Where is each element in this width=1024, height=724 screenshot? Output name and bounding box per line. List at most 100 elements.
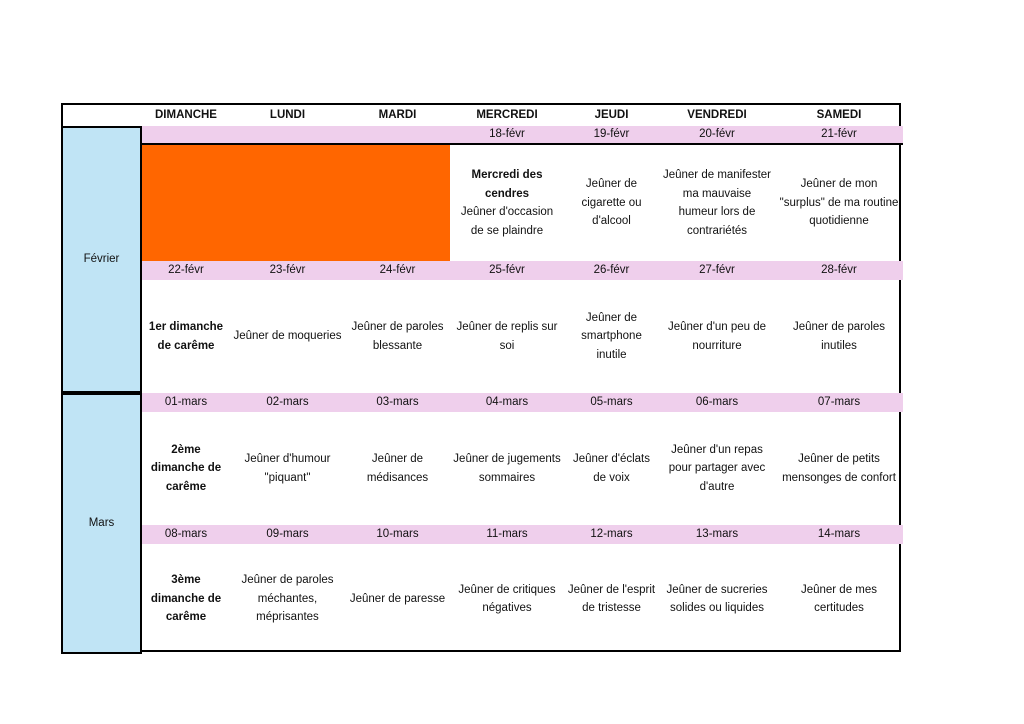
fast-text: Jeûner d'humour "piquant" xyxy=(244,453,331,484)
month-label: Mars xyxy=(61,393,142,654)
date-cell: 11-mars xyxy=(450,525,564,544)
day-cell: Jeûner de médisances xyxy=(345,412,450,525)
fast-text: Jeûner de manifester ma mauvaise humeur … xyxy=(662,169,772,237)
day-cell-content: Jeûner d'humour "piquant" xyxy=(233,450,342,487)
day-cell: Jeûner de manifester ma mauvaise humeur … xyxy=(659,145,775,261)
day-cell: Jeûner de replis sur soi xyxy=(450,280,564,393)
day-cell-content: Mercredi des cendres Jeûner d'occasion de… xyxy=(453,166,561,240)
date-cell: 21-févr xyxy=(775,126,903,145)
day-cell: 2ème dimanche de carême xyxy=(142,412,230,525)
fast-text: Jeûner de paroles blessante xyxy=(351,321,444,352)
date-cell: 19-févr xyxy=(564,126,659,145)
date-cell: 14-mars xyxy=(775,525,903,544)
fast-text: Jeûner de médisances xyxy=(366,453,429,484)
day-cell-content: Jeûner de manifester ma mauvaise humeur … xyxy=(662,166,772,240)
day-cell-content: Jeûner de paresse xyxy=(350,590,445,609)
fast-text: Jeûner de paroles méchantes, méprisantes xyxy=(241,574,334,624)
day-cell-content: Jeûner d'un peu de nourriture xyxy=(662,318,772,355)
date-cell: 27-févr xyxy=(659,261,775,280)
date-cell: 08-mars xyxy=(142,525,230,544)
date-cell: 12-mars xyxy=(564,525,659,544)
day-cell: Jeûner d'un peu de nourriture xyxy=(659,280,775,393)
fast-text: Jeûner d'occasion de se plaindre xyxy=(460,206,554,237)
day-header: LUNDI xyxy=(269,109,306,122)
day-title: 3ème dimanche de carême xyxy=(150,574,222,624)
day-cell-content: Jeûner de cigarette ou d'alcool xyxy=(567,175,656,231)
day-cell-content: Jeûner de replis sur soi xyxy=(453,318,561,355)
day-cell: Jeûner de mes certitudes xyxy=(775,544,903,654)
day-cell: Jeûner d'humour "piquant" xyxy=(230,412,345,525)
date-cell: 24-févr xyxy=(345,261,450,280)
fast-text: Jeûner de paresse xyxy=(349,592,446,605)
day-cell-content: Jeûner d'éclats de voix xyxy=(567,450,656,487)
day-cell: 1er dimanche de carême xyxy=(142,280,230,393)
day-title: 2ème dimanche de carême xyxy=(150,443,222,493)
date-cell: 02-mars xyxy=(230,393,345,412)
day-cell-content: 3ème dimanche de carême xyxy=(145,571,227,627)
fast-text: Jeûner de jugements sommaires xyxy=(453,453,561,484)
day-cell-content: 2ème dimanche de carême xyxy=(145,441,227,497)
day-cell-content: Jeûner de critiques négatives xyxy=(453,581,561,618)
day-cell: Jeûner de mon "surplus" de ma routine qu… xyxy=(775,145,903,261)
date-cell: 22-févr xyxy=(142,261,230,280)
fast-text: Jeûner de replis sur soi xyxy=(456,321,558,352)
fast-text: Jeûner de smartphone inutile xyxy=(581,311,642,361)
date-cell xyxy=(230,126,345,145)
day-cell-content: Jeûner d'un repas pour partager avec d'a… xyxy=(662,441,772,497)
day-cell-content: Jeûner de jugements sommaires xyxy=(453,450,561,487)
fast-text: Jeûner de mes certitudes xyxy=(800,583,878,615)
day-cell: Jeûner de critiques négatives xyxy=(450,544,564,654)
date-cell: 28-févr xyxy=(775,261,903,280)
day-cell-content: 1er dimanche de carême xyxy=(145,318,227,355)
day-cell-content: Jeûner de paroles inutiles xyxy=(778,318,900,355)
day-header: DIMANCHE xyxy=(155,109,217,122)
day-header: MERCREDI xyxy=(476,109,538,122)
day-cell-content: Jeûner de paroles méchantes, méprisantes xyxy=(233,571,342,627)
fast-text: Jeûner de l'esprit de tristesse xyxy=(567,583,656,615)
date-cell: 06-mars xyxy=(659,393,775,412)
fast-text: Jeûner de paroles inutiles xyxy=(792,321,886,352)
day-cell: Jeûner d'éclats de voix xyxy=(564,412,659,525)
day-cell-content: Jeûner de moqueries xyxy=(233,327,341,346)
date-cell: 09-mars xyxy=(230,525,345,544)
day-header: VENDREDI xyxy=(687,109,747,122)
day-cell: 3ème dimanche de carême xyxy=(142,544,230,654)
fast-text: Jeûner d'un repas pour partager avec d'a… xyxy=(668,443,766,493)
day-title: 1er dimanche de carême xyxy=(148,321,224,352)
fast-text: Jeûner de critiques négatives xyxy=(458,583,556,615)
date-cell: 04-mars xyxy=(450,393,564,412)
day-cell-content: Jeûner de mes certitudes xyxy=(778,581,900,618)
date-cell xyxy=(142,126,230,145)
day-cell-content: Jeûner de mon "surplus" de ma routine qu… xyxy=(778,175,900,231)
fast-text: Jeûner de moqueries xyxy=(233,330,342,343)
date-cell: 03-mars xyxy=(345,393,450,412)
date-cell: 07-mars xyxy=(775,393,903,412)
fast-text: Jeûner d'un peu de nourriture xyxy=(667,321,767,352)
header-blank xyxy=(63,105,142,126)
day-cell: Jeûner de l'esprit de tristesse xyxy=(564,544,659,654)
date-cell xyxy=(345,126,450,145)
day-cell: Jeûner de jugements sommaires xyxy=(450,412,564,525)
fast-text: Jeûner de petits mensonges de confort xyxy=(782,453,896,484)
day-cell: Jeûner de paresse xyxy=(345,544,450,654)
day-cell: Jeûner de cigarette ou d'alcool xyxy=(564,145,659,261)
day-header: JEUDI xyxy=(594,109,629,122)
day-cell-content: Jeûner de smartphone inutile xyxy=(567,309,656,365)
day-cell: Jeûner de paroles méchantes, méprisantes xyxy=(230,544,345,654)
date-cell: 26-févr xyxy=(564,261,659,280)
fast-text: Jeûner de mon "surplus" de ma routine qu… xyxy=(779,178,899,228)
date-cell: 01-mars xyxy=(142,393,230,412)
date-cell: 13-mars xyxy=(659,525,775,544)
day-cell: Mercredi des cendres Jeûner d'occasion de… xyxy=(450,145,564,261)
day-header: MARDI xyxy=(378,109,417,122)
date-cell: 18-févr xyxy=(450,126,564,145)
date-cell: 05-mars xyxy=(564,393,659,412)
date-cell: 25-févr xyxy=(450,261,564,280)
day-cell: Jeûner de petits mensonges de confort xyxy=(775,412,903,525)
day-cell: Jeûner de sucreries solides ou liquides xyxy=(659,544,775,654)
date-cell: 10-mars xyxy=(345,525,450,544)
fast-text: Jeûner de sucreries solides ou liquides xyxy=(666,583,768,615)
day-cell-content: Jeûner de paroles blessante xyxy=(348,318,447,355)
day-cell-content: Jeûner de petits mensonges de confort xyxy=(778,450,900,487)
blocked-cell xyxy=(142,145,450,261)
